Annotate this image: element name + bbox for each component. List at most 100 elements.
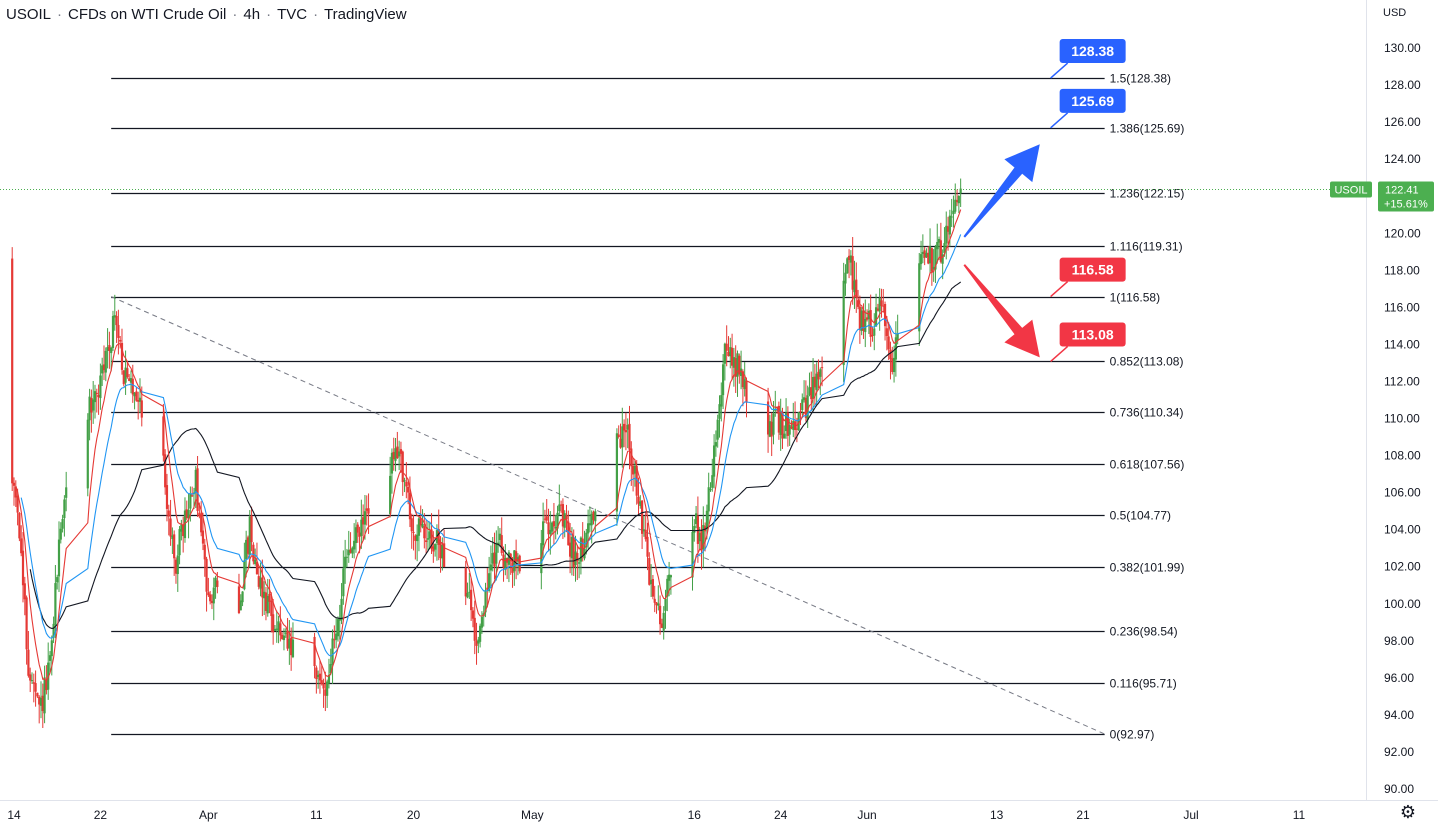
candle-body (164, 454, 167, 488)
candle-body (345, 556, 349, 558)
candle-body (165, 485, 169, 509)
candle-body (479, 625, 482, 642)
candle-body (178, 529, 181, 556)
candle-body (576, 553, 579, 562)
x-tick-label: 11 (310, 808, 323, 822)
candle-body (263, 591, 266, 599)
candle-body (741, 371, 744, 388)
candle-body (667, 574, 671, 581)
candle-body (619, 438, 622, 448)
y-tick-label: 92.00 (1384, 745, 1414, 759)
x-tick-label: Jul (1183, 808, 1198, 822)
candle-body (666, 578, 669, 597)
candle-body (691, 531, 694, 578)
candle-body (63, 499, 66, 519)
candle-body (948, 215, 951, 235)
candle-body (212, 587, 215, 604)
last-price-tag[interactable] (1378, 181, 1434, 212)
candle-body (815, 373, 818, 390)
y-tick-label: 104.00 (1384, 523, 1421, 537)
candle-body (804, 397, 807, 418)
candle-body (282, 635, 286, 641)
candle-body (126, 368, 129, 378)
candle-body (344, 556, 347, 569)
callout-pointer (1050, 112, 1069, 129)
x-tick-label: 20 (407, 808, 421, 822)
candle-body (205, 558, 208, 592)
moving-average-fast-line[interactable] (15, 209, 962, 683)
candle-body (702, 525, 705, 550)
candle-body (633, 465, 637, 474)
moving-average-slow-line[interactable] (29, 281, 962, 629)
candle-body (23, 583, 26, 600)
candle-body (11, 258, 14, 484)
moving-average-mid-line[interactable] (20, 234, 962, 657)
candle-body (558, 504, 561, 512)
price-callout[interactable] (1059, 257, 1126, 282)
candle-body (928, 246, 932, 264)
candle-body (560, 504, 563, 506)
candle-body (705, 510, 708, 529)
candle-body (358, 532, 361, 537)
candle-body (921, 251, 924, 255)
y-tick-label: 110.00 (1384, 412, 1420, 426)
price-callout[interactable] (1059, 322, 1126, 347)
candle-body (617, 434, 620, 438)
candle-body (950, 216, 953, 218)
candle-body (405, 481, 408, 487)
candle-body (288, 638, 291, 649)
price-axis-panel[interactable] (1366, 0, 1438, 825)
candle-body (952, 210, 955, 215)
candle-body (585, 532, 588, 548)
price-callout[interactable] (1059, 39, 1126, 64)
candle-body (342, 568, 345, 597)
candle-body (718, 404, 721, 419)
y-tick-label: 128.00 (1384, 78, 1421, 92)
candle-body (563, 513, 566, 528)
price-callout[interactable] (1059, 88, 1126, 113)
symbol-price-tag[interactable] (1330, 181, 1372, 198)
candle-body (241, 591, 244, 603)
candle-body (569, 542, 572, 557)
candle-body (399, 449, 403, 454)
candle-body (495, 543, 498, 564)
candle-body (808, 387, 811, 396)
candle-body (959, 188, 962, 194)
candle-body (869, 310, 872, 337)
candle-body (423, 526, 426, 539)
candle-body (322, 683, 325, 689)
interval-label[interactable]: 4h (243, 6, 261, 23)
candle-body (957, 196, 960, 204)
candle-body (772, 413, 775, 435)
candle-body (176, 555, 179, 575)
candle-body (180, 524, 183, 532)
candle-body (432, 546, 435, 552)
settings-gear-icon[interactable]: ⚙ (1399, 802, 1416, 822)
candle-body (104, 350, 107, 373)
x-tick-label: 24 (774, 808, 788, 822)
candle-body (367, 508, 370, 514)
candle-body (549, 529, 552, 535)
candle-body (434, 544, 437, 550)
candle-body (777, 405, 780, 433)
candle-body (34, 683, 37, 692)
symbol-name[interactable]: USOIL (6, 6, 52, 23)
candle-body (353, 540, 356, 550)
candle-body (543, 518, 547, 520)
candle-body (477, 639, 480, 644)
fib-level-label: 0.5(104.77) (1110, 509, 1171, 523)
candle-body (120, 343, 124, 370)
candle-body (486, 587, 489, 590)
y-tick-label: 98.00 (1384, 634, 1414, 648)
header-separator: · (266, 6, 272, 23)
candle-body (320, 680, 323, 684)
candle-body (272, 614, 275, 633)
candle-body (551, 522, 554, 532)
candle-body (324, 689, 327, 696)
candle-body (707, 487, 710, 512)
candle-body (243, 560, 246, 590)
candle-body (637, 496, 640, 504)
candle-body (642, 529, 646, 532)
